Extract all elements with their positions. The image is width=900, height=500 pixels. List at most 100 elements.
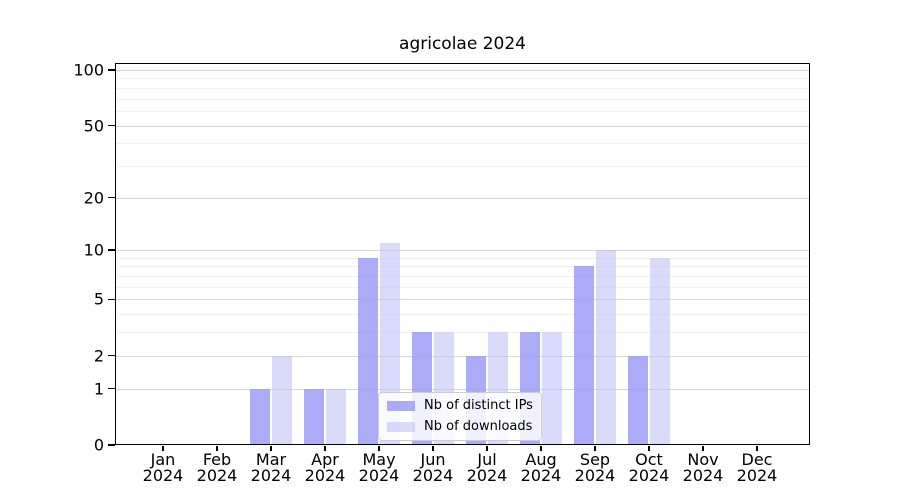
x-tick-month: May <box>362 450 396 469</box>
y-gridline-minor-90 <box>115 78 810 80</box>
x-tick-mark-jan <box>162 446 164 451</box>
x-tick-month: Nov <box>687 450 719 469</box>
x-tick-mark-sep <box>594 446 596 451</box>
x-tick-label-feb: Feb 2024 <box>189 452 245 484</box>
y-gridline-major-1 <box>115 388 810 390</box>
x-tick-year: 2024 <box>304 466 346 485</box>
x-tick-year: 2024 <box>142 466 184 485</box>
y-tick-label-5: 5 <box>93 289 104 309</box>
x-tick-mark-oct <box>648 446 650 451</box>
y-tick-label-20: 20 <box>83 188 104 208</box>
y-gridline-minor-6 <box>115 286 810 288</box>
x-tick-mark-mar <box>270 446 272 451</box>
x-tick-year: 2024 <box>574 466 616 485</box>
y-tick-label-2: 2 <box>93 346 104 366</box>
y-gridline-major-100 <box>115 70 810 71</box>
bar-downloads-aug <box>542 332 562 445</box>
y-tick-label-1: 1 <box>93 379 104 399</box>
x-tick-label-sep: Sep 2024 <box>567 452 623 484</box>
bar-downloads-apr <box>326 388 346 445</box>
y-tick-mark-1 <box>108 387 115 390</box>
x-tick-year: 2024 <box>358 466 400 485</box>
x-tick-label-mar: Mar 2024 <box>243 452 299 484</box>
y-gridline-minor-4 <box>115 314 810 316</box>
x-tick-mark-jul <box>486 446 488 451</box>
y-tick-mark-100 <box>108 69 115 71</box>
x-tick-year: 2024 <box>682 466 724 485</box>
plot-area <box>115 63 810 445</box>
x-tick-mark-feb <box>216 446 218 451</box>
bar-distinct-ips-oct <box>628 355 648 445</box>
y-gridline-minor-7 <box>115 276 810 278</box>
y-tick-mark-10 <box>108 249 115 251</box>
legend-label-downloads: Nb of downloads <box>424 419 533 434</box>
x-tick-month: Jan <box>150 450 176 469</box>
x-tick-label-may: May 2024 <box>351 452 407 484</box>
bar-distinct-ips-may <box>358 257 378 445</box>
bar-downloads-oct <box>650 257 670 445</box>
y-gridline-minor-8 <box>115 266 810 268</box>
bar-distinct-ips-apr <box>304 388 324 445</box>
x-tick-mark-apr <box>324 446 326 451</box>
x-tick-mark-aug <box>540 446 542 451</box>
legend-swatch-distinct-ips <box>387 401 415 411</box>
x-tick-month: Oct <box>635 450 663 469</box>
y-tick-label-0: 0 <box>93 435 104 455</box>
x-tick-year: 2024 <box>736 466 778 485</box>
legend: Nb of distinct IPs Nb of downloads <box>378 392 542 441</box>
x-tick-month: Jul <box>477 450 497 469</box>
x-tick-label-nov: Nov 2024 <box>675 452 731 484</box>
x-tick-month: Aug <box>525 450 557 469</box>
y-gridline-minor-60 <box>115 110 810 112</box>
x-tick-month: Feb <box>202 450 232 469</box>
legend-item-downloads: Nb of downloads <box>387 419 533 435</box>
y-gridline-major-10 <box>115 250 810 252</box>
y-gridline-minor-70 <box>115 98 810 100</box>
x-tick-mark-jun <box>432 446 434 451</box>
chart-title: agricolae 2024 <box>399 34 526 54</box>
y-gridline-minor-3 <box>115 332 810 334</box>
y-tick-label-10: 10 <box>83 240 104 260</box>
x-tick-year: 2024 <box>520 466 562 485</box>
x-tick-month: Dec <box>741 450 773 469</box>
y-gridline-major-50 <box>115 125 810 127</box>
y-gridline-minor-9 <box>115 257 810 259</box>
y-gridline-major-20 <box>115 197 810 199</box>
y-gridline-major-5 <box>115 299 810 301</box>
y-gridline-minor-80 <box>115 87 810 89</box>
x-tick-month: Sep <box>579 450 611 469</box>
x-tick-label-jan: Jan 2024 <box>135 452 191 484</box>
legend-item-distinct-ips: Nb of distinct IPs <box>387 398 533 414</box>
x-tick-label-apr: Apr 2024 <box>297 452 353 484</box>
y-tick-mark-2 <box>108 355 115 357</box>
x-tick-label-jul: Jul 2024 <box>459 452 515 484</box>
x-tick-mark-dec <box>756 446 758 451</box>
x-tick-label-jun: Jun 2024 <box>405 452 461 484</box>
x-tick-year: 2024 <box>196 466 238 485</box>
x-tick-label-aug: Aug 2024 <box>513 452 569 484</box>
x-tick-label-dec: Dec 2024 <box>729 452 785 484</box>
x-tick-month: Jun <box>420 450 446 469</box>
y-tick-mark-0 <box>108 444 115 446</box>
bar-distinct-ips-mar <box>250 388 270 445</box>
x-tick-month: Apr <box>311 450 339 469</box>
bar-distinct-ips-sep <box>574 266 594 445</box>
bar-downloads-sep <box>596 250 616 445</box>
x-tick-year: 2024 <box>628 466 670 485</box>
y-gridline-minor-30 <box>115 165 810 167</box>
x-tick-year: 2024 <box>466 466 508 485</box>
y-gridline-major-2 <box>115 355 810 357</box>
x-tick-mark-nov <box>702 446 704 451</box>
x-tick-year: 2024 <box>250 466 292 485</box>
legend-label-distinct-ips: Nb of distinct IPs <box>424 398 533 413</box>
bar-downloads-mar <box>272 355 292 445</box>
y-gridline-minor-40 <box>115 143 810 145</box>
legend-swatch-downloads <box>387 422 415 432</box>
y-tick-mark-5 <box>108 298 115 301</box>
x-tick-year: 2024 <box>412 466 454 485</box>
x-tick-label-oct: Oct 2024 <box>621 452 677 484</box>
y-tick-mark-20 <box>108 196 115 199</box>
y-tick-label-50: 50 <box>83 116 104 136</box>
x-tick-mark-may <box>378 446 380 451</box>
